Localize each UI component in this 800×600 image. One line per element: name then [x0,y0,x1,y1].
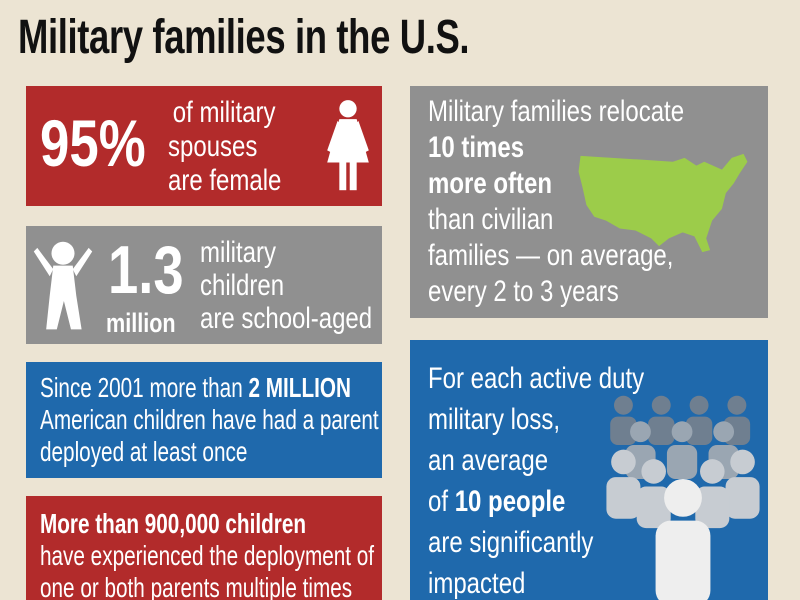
deployed-text: Since 2001 more than 2 MILLION American … [40,372,379,467]
spouses-panel: 95% of military spouses are female [26,86,382,206]
spouses-text: of military spouses are female [168,96,282,197]
deployed-panel: Since 2001 more than 2 MILLION American … [26,362,382,478]
relocate-text: Military families relocate 10 times more… [428,95,685,308]
children-panel: 1.3 million military children are school… [26,226,382,344]
multiple-panel: More than 900,000 children have experien… [26,496,382,600]
page-title: Military families in the U.S. [18,11,470,64]
loss-panel: For each active duty military loss, an a… [410,340,768,600]
relocate-panel: Military families relocate 10 times more… [410,86,768,318]
loss-text: For each active duty military loss, an a… [428,362,645,600]
children-text: military children are school-aged [200,236,373,335]
people-group-icon [606,395,760,600]
multiple-text: More than 900,000 children have experien… [40,508,375,600]
children-unit: million [106,308,176,338]
us-map-icon [578,153,748,253]
female-figure-icon [327,100,369,191]
spouses-stat: 95% [40,106,146,180]
child-figure-icon [33,241,93,330]
children-stat: 1.3 [108,232,184,308]
